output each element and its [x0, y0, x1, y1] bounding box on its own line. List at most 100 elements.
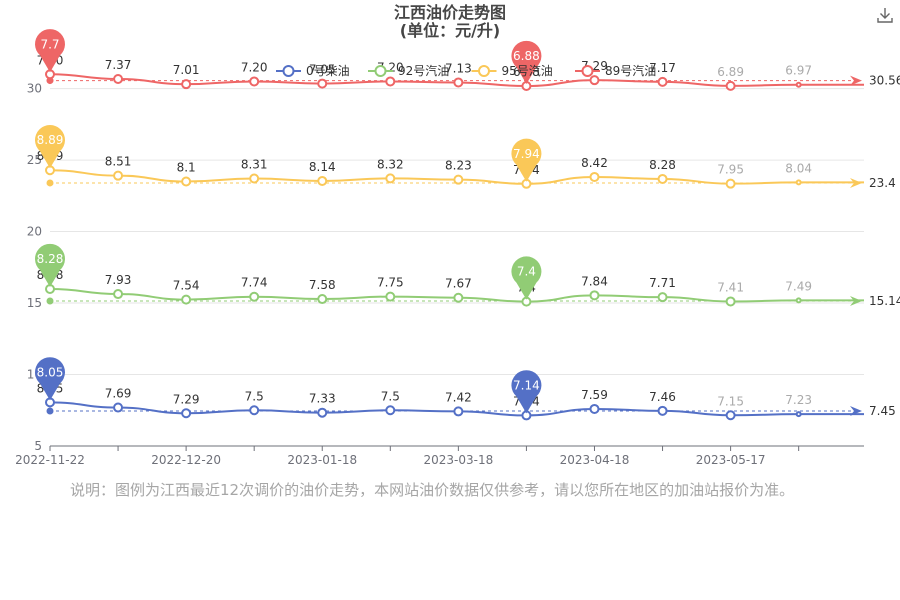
data-label: 7.93	[105, 273, 132, 287]
legend-label: 0号柴油	[306, 64, 350, 78]
data-label: 7.67	[445, 277, 472, 291]
data-point	[795, 411, 802, 418]
data-label: 7.58	[309, 278, 336, 292]
footnote: 说明：图例为江西最近12次调价的油价走势，本网站油价数据仅供参考，请以您所在地区…	[70, 481, 795, 499]
marker-pin	[511, 256, 542, 300]
data-label: 7.05	[309, 63, 336, 77]
data-label: 8.51	[105, 155, 132, 169]
x-tick-label: 2022-12-20	[151, 453, 221, 467]
data-label: 7.5	[245, 389, 264, 403]
marker-pin-label: 7.7	[40, 37, 59, 51]
marker-pin-layer: 8.05 7.14 8.28 7.4 8.89 7.94 7.7 6.88	[35, 29, 542, 414]
data-label: 7.41	[717, 280, 744, 294]
data-point	[453, 174, 464, 185]
data-label: 8.23	[445, 159, 472, 173]
data-point	[113, 289, 124, 300]
data-point	[317, 407, 328, 418]
average-start-dot	[46, 179, 54, 187]
data-point	[795, 297, 802, 304]
data-point	[657, 173, 668, 184]
marker-pin-label: 8.28	[37, 252, 64, 266]
marker-pin-label: 7.4	[517, 265, 536, 279]
y-tick-label: 25	[27, 153, 42, 167]
data-point	[317, 294, 328, 305]
download-icon[interactable]	[876, 6, 894, 24]
legend-marker	[581, 65, 594, 77]
data-label: 7.49	[785, 279, 812, 293]
data-point	[181, 79, 192, 90]
data-point	[317, 78, 328, 89]
data-label: 7.15	[717, 394, 744, 408]
legend: 0号柴油 92号汽油 95号汽油 89号汽油	[276, 63, 656, 78]
data-label: 8.31	[241, 158, 268, 172]
data-label: 7.84	[581, 274, 608, 288]
data-point	[181, 176, 192, 187]
marker-pin-label: 7.94	[513, 147, 540, 161]
chart-title-line2: (单位：元/升)	[399, 21, 501, 40]
data-point	[385, 405, 396, 416]
data-label: 8.42	[581, 156, 608, 170]
data-point	[589, 403, 600, 414]
data-label: 7.29	[173, 392, 200, 406]
marker-pin-label: 6.88	[513, 49, 540, 63]
data-label: 7.71	[649, 276, 676, 290]
data-label: 7.59	[581, 388, 608, 402]
data-point	[795, 81, 802, 88]
legend-marker	[478, 65, 490, 77]
data-point	[725, 80, 736, 91]
x-tick-label: 2023-04-18	[560, 453, 630, 467]
data-label: 6.97	[785, 64, 812, 78]
legend-label: 92号汽油	[398, 63, 449, 78]
data-label: 7.37	[105, 58, 132, 72]
data-label: 8.14	[309, 160, 336, 174]
marker-pin	[511, 138, 542, 182]
data-point	[181, 294, 192, 305]
data-point	[725, 178, 736, 189]
data-label: 7.33	[309, 392, 336, 406]
y-tick-label: 5	[34, 439, 42, 453]
data-label: 7.23	[785, 393, 812, 407]
legend-label: 95号汽油	[502, 63, 553, 78]
marker-pin-label: 8.89	[37, 133, 64, 147]
series-line	[49, 401, 864, 417]
data-point	[657, 405, 668, 416]
data-point	[249, 173, 260, 184]
series-line	[49, 73, 864, 88]
data-label: 7.42	[445, 390, 472, 404]
data-label: 7.5	[381, 389, 400, 403]
average-start-dot	[46, 407, 54, 415]
x-tick-label: 2023-01-18	[287, 453, 357, 467]
grid-layer	[50, 88, 864, 376]
data-point	[657, 76, 668, 87]
data-point	[453, 77, 464, 88]
data-label: 7.95	[717, 163, 744, 177]
y-tick-label: 20	[27, 225, 42, 239]
marker-pin	[35, 125, 65, 169]
data-point	[385, 291, 396, 302]
average-label: 30.56	[869, 74, 900, 88]
marker-pin	[35, 357, 65, 401]
y-tick-label: 15	[27, 296, 42, 310]
data-label: 7.54	[173, 279, 200, 293]
data-point	[385, 173, 396, 184]
data-point	[725, 296, 736, 307]
y-tick-label: 30	[27, 82, 42, 96]
data-point	[589, 290, 600, 301]
data-point	[589, 75, 600, 86]
marker-pin	[511, 370, 542, 414]
data-point	[249, 76, 260, 87]
marker-pin	[35, 29, 65, 73]
average-label: 23.4	[869, 176, 896, 190]
x-tick-label: 2023-05-17	[696, 453, 766, 467]
data-point	[385, 76, 396, 87]
data-label: 7.75	[377, 276, 404, 290]
average-label: 15.14	[869, 294, 900, 308]
download-icon-glyph	[877, 8, 893, 23]
legend-marker	[374, 65, 387, 77]
data-label: 6.89	[717, 65, 744, 79]
data-point	[113, 402, 124, 413]
data-label: 8.04	[785, 161, 812, 175]
data-label: 7.74	[241, 276, 268, 290]
data-point	[249, 405, 260, 416]
